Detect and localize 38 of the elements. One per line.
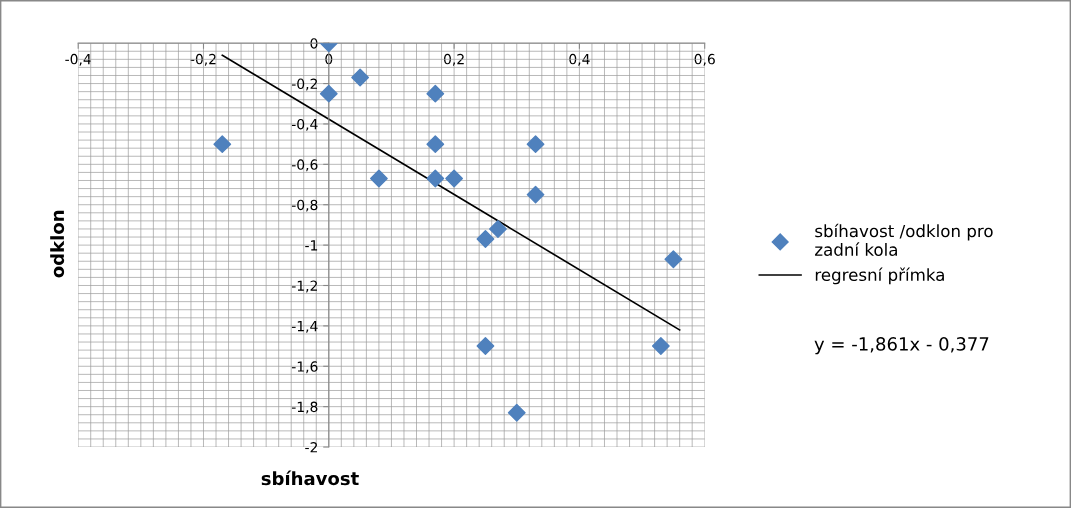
point (426, 135, 445, 154)
x-tick-label: 0 (325, 53, 333, 65)
point (213, 135, 232, 154)
y-tick-label: -0,2 (291, 78, 317, 91)
y-tick-label: -0,6 (291, 159, 318, 172)
point (370, 169, 388, 188)
point (651, 337, 670, 355)
text: y = -1,861x - 0,377 (814, 337, 989, 355)
y-tick-label: -1,2 (291, 280, 317, 293)
y-tick-label: -0,4 (291, 118, 318, 131)
point (476, 230, 495, 248)
point (351, 68, 370, 87)
x-tick-label: -0,2 (190, 53, 216, 66)
point (526, 135, 545, 154)
legend-label: regresní přímka (815, 267, 944, 285)
y-tick-label: -2 (305, 442, 317, 453)
point (426, 84, 445, 103)
y-tick-label: -0,8 (291, 199, 318, 212)
point (526, 185, 545, 204)
x-tick-label: 0,2 (443, 53, 464, 66)
x-tick-label: 0,6 (694, 53, 715, 66)
x-axis-title: sbíhavost (261, 470, 359, 486)
y-axis-title: odklon (50, 210, 65, 278)
point (445, 169, 464, 188)
x-tick-label: -0,4 (65, 53, 91, 66)
x-tick-label: 0,4 (569, 53, 590, 66)
point (319, 84, 338, 103)
point (507, 403, 526, 422)
y-tick-label: -1 (305, 240, 318, 251)
point (426, 169, 445, 188)
y-tick-label: -1,8 (291, 401, 318, 414)
point (476, 337, 495, 355)
y-tick-label: 0 (310, 38, 318, 49)
y-tick-label: -1,6 (291, 361, 318, 374)
point (664, 250, 683, 269)
point (489, 220, 507, 238)
legend-label: sbíhavost /odklon pro zadní kola (815, 223, 993, 256)
y-tick-label: -1,4 (291, 321, 318, 333)
